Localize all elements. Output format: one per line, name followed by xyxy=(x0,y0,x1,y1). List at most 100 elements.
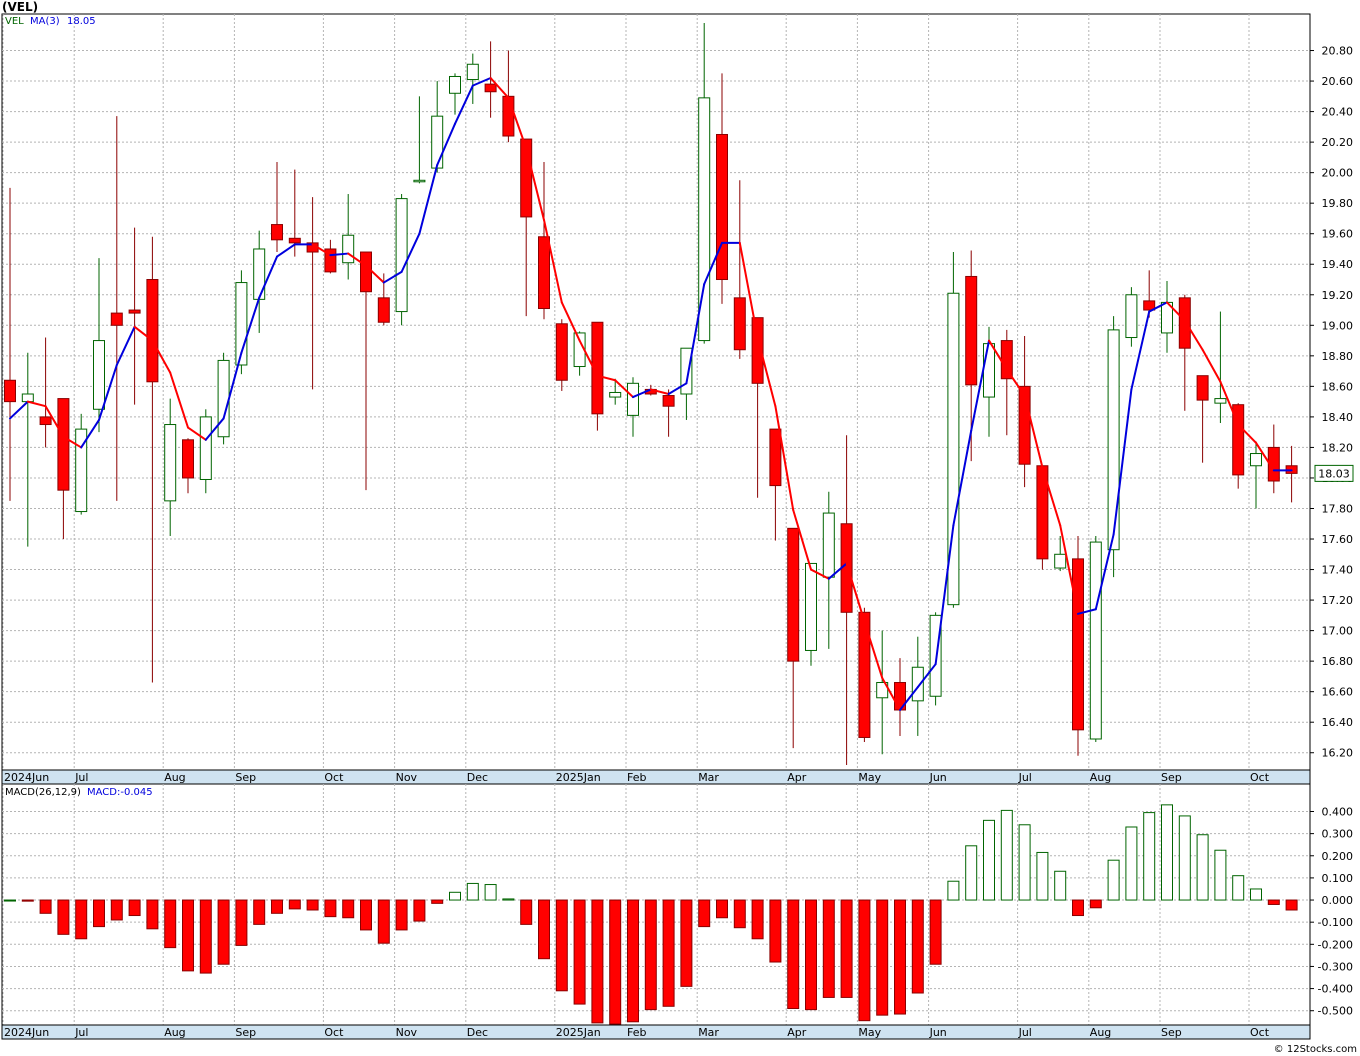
ma3-segment xyxy=(258,255,278,299)
candle-body-down xyxy=(377,297,390,323)
macd-bar-negative xyxy=(716,899,728,919)
price-y-tick-label: 19.20 xyxy=(1322,289,1354,302)
macd-histogram xyxy=(4,804,1298,1025)
candle xyxy=(1232,403,1245,489)
macd-x-tick-label: Dec xyxy=(467,1026,488,1039)
candle xyxy=(146,236,159,683)
ma3-segment xyxy=(667,382,688,395)
macd-y-tick-label: 0.000 xyxy=(1322,894,1354,907)
ma3-segment xyxy=(614,379,634,399)
candle xyxy=(93,258,105,433)
ma3-segment xyxy=(222,351,243,420)
ma3-segment xyxy=(543,218,563,304)
price-y-tick-label: 19.80 xyxy=(1322,197,1354,210)
macd-bar-negative xyxy=(858,899,871,1022)
price-x-tick-label: Aug xyxy=(1090,771,1111,784)
macd-bar-positive xyxy=(1125,826,1138,901)
macd-bar-negative xyxy=(235,899,248,946)
candle-body-up xyxy=(217,359,230,438)
macd-bar-negative xyxy=(57,899,70,935)
candle xyxy=(805,562,817,666)
candle-body-up xyxy=(413,179,426,183)
macd-bar-negative xyxy=(199,899,212,974)
macd-bar-negative xyxy=(698,899,711,928)
candle-body-down xyxy=(146,279,159,383)
candle-body-down xyxy=(39,416,52,426)
candle-body-up xyxy=(199,416,212,480)
macd-y-tick-label: 0.400 xyxy=(1322,805,1354,818)
candle-body-up xyxy=(983,343,995,398)
candle-body-down xyxy=(1018,385,1031,465)
price-x-tick-label: Apr xyxy=(787,771,807,784)
ma3-segment xyxy=(560,301,581,342)
ma3-segment xyxy=(988,339,1008,371)
candle-body-down xyxy=(1232,404,1245,476)
candle-body-up xyxy=(929,614,942,697)
macd-bar-negative xyxy=(733,899,746,929)
macd-bar-positive xyxy=(947,880,960,901)
macd-bar-positive xyxy=(1214,849,1227,901)
ma3-segment xyxy=(507,96,528,150)
candle xyxy=(1267,424,1280,494)
macd-bar-negative xyxy=(217,899,230,965)
price-x-tick-label: Oct xyxy=(324,771,344,784)
macd-x-tick-label: Oct xyxy=(1250,1026,1270,1039)
candle-body-down xyxy=(751,317,764,384)
candle-body-up xyxy=(822,512,835,578)
ma3-segment xyxy=(1112,388,1133,536)
price-y-tick-label: 20.60 xyxy=(1322,75,1354,88)
candle-body-up xyxy=(342,234,355,264)
macd-x-tick-label: Sep xyxy=(235,1026,256,1039)
macd-bar-positive xyxy=(449,891,461,901)
candle-body-down xyxy=(520,138,533,218)
macd-bar-positive xyxy=(1196,834,1209,901)
macd-bar-negative xyxy=(894,899,906,1015)
macd-bar-negative xyxy=(538,899,550,960)
candle-body-up xyxy=(1089,541,1102,740)
macd-bar-negative xyxy=(271,899,283,914)
macd-bar-negative xyxy=(1072,899,1084,917)
macd-bar-positive xyxy=(1018,824,1031,901)
macd-bar-positive xyxy=(466,882,479,901)
candle-body-up xyxy=(21,393,34,403)
ma3-segment xyxy=(44,405,65,438)
candle-body-up xyxy=(1125,294,1138,339)
ma3-line xyxy=(9,77,1293,711)
ma3-segment xyxy=(9,400,29,420)
ma3-segment xyxy=(1255,441,1275,472)
price-y-tick-label: 20.00 xyxy=(1322,167,1354,180)
candlesticks xyxy=(4,23,1298,765)
macd-bar-negative xyxy=(662,899,675,1007)
price-y-tick-label: 17.20 xyxy=(1322,594,1354,607)
price-y-tick-label: 17.80 xyxy=(1322,502,1354,515)
macd-bar-negative xyxy=(751,899,764,940)
macd-bar-positive xyxy=(1143,812,1156,901)
macd-bar-negative xyxy=(306,899,319,911)
macd-bar-positive xyxy=(1036,851,1049,901)
macd-y-axis: -0.500 -0.400 -0.300 -0.200 -0.100 0.000 0.100… xyxy=(1310,805,1354,1018)
candle-body-down xyxy=(769,428,782,487)
price-x-tick-label: Jul xyxy=(1018,771,1032,784)
macd-bar-negative xyxy=(324,899,337,918)
macd-bar-negative xyxy=(520,899,533,925)
ma3-segment xyxy=(382,270,403,284)
macd-bar-negative xyxy=(609,899,622,1025)
candle-body-up xyxy=(1250,453,1262,467)
candle-body-down xyxy=(965,275,978,386)
macd-bar-negative xyxy=(1267,899,1280,905)
price-x-tick-label: Jul xyxy=(74,771,88,784)
candle-body-down xyxy=(128,309,141,314)
price-y-axis: 16.20 16.40 16.60 16.80 17.00 17.20 17.40 17.60… xyxy=(1310,45,1353,760)
price-y-tick-label: 18.60 xyxy=(1322,380,1354,393)
macd-x-tick-label: Jul xyxy=(74,1026,88,1039)
last-price-label: 18.03 xyxy=(1318,467,1350,480)
price-panel: 16.20 16.40 16.60 16.80 17.00 17.20 17.40 17.60… xyxy=(1,13,1354,771)
macd-x-tick-label: Nov xyxy=(396,1026,418,1039)
candle xyxy=(57,398,70,540)
macd-y-tick-label: 0.100 xyxy=(1322,872,1354,885)
candle xyxy=(627,377,639,437)
macd-bar-positive xyxy=(1161,804,1173,901)
candle xyxy=(947,252,960,608)
candle-body-down xyxy=(57,398,70,491)
